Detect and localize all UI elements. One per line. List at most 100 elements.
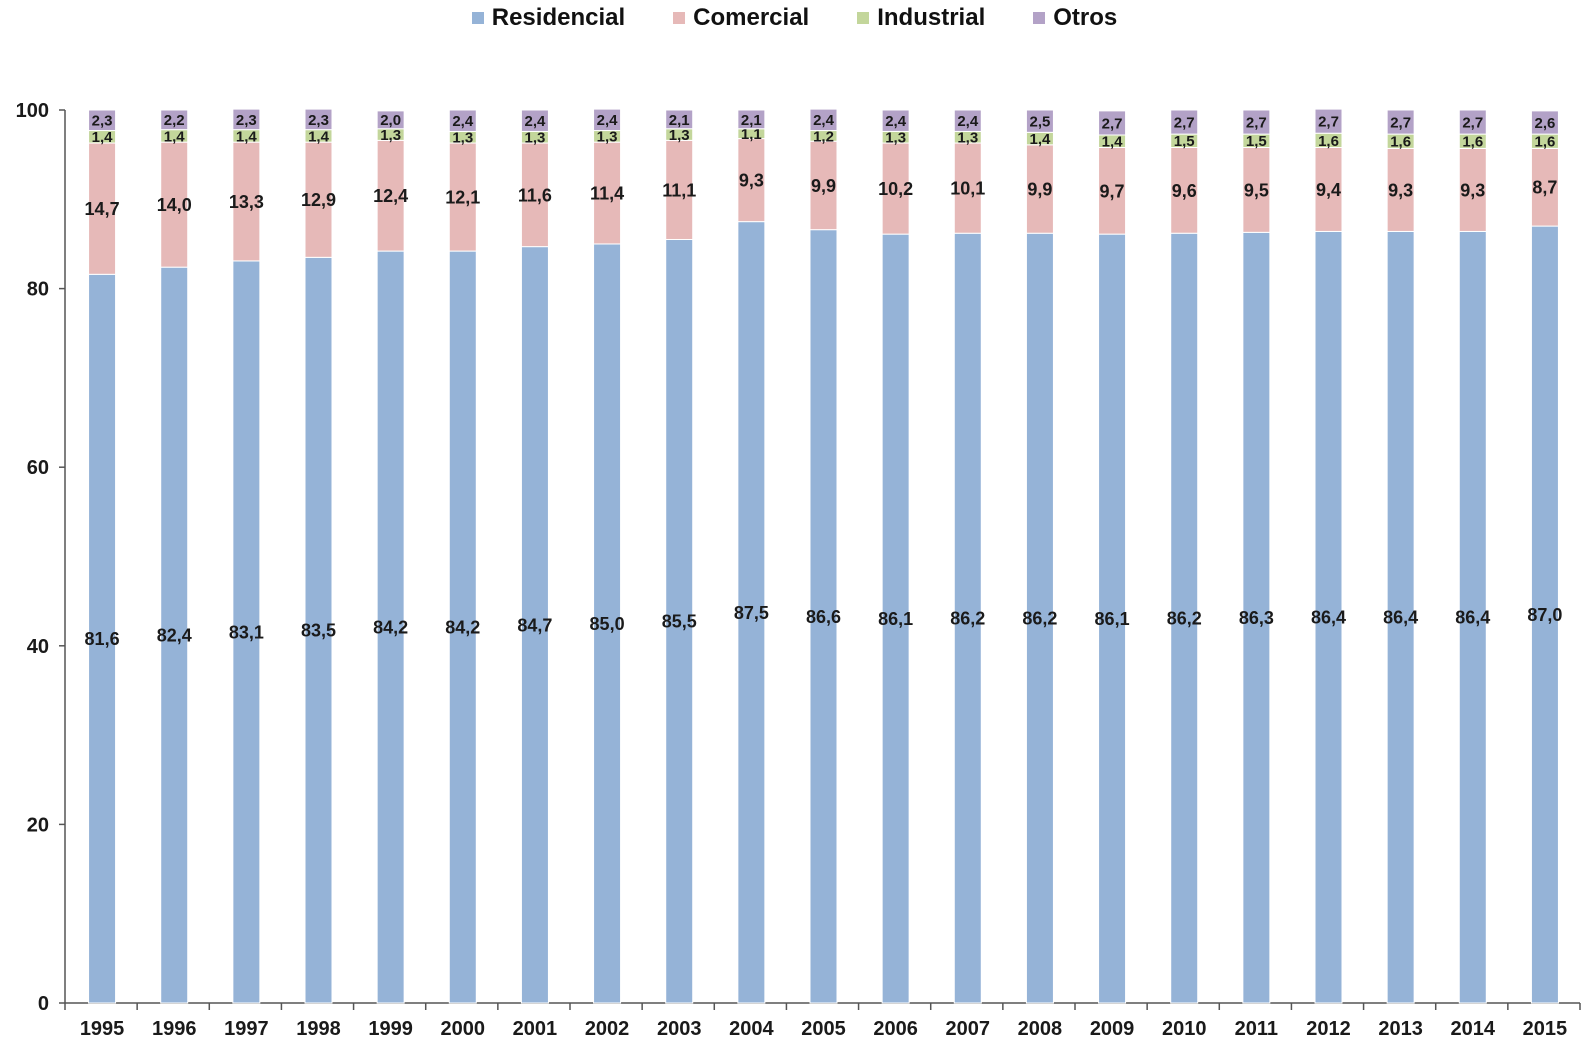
bar-comercial-2008 xyxy=(1025,144,1054,234)
bar-comercial-2010 xyxy=(1170,147,1199,234)
y-tick-label: 80 xyxy=(27,279,49,301)
data-label-industrial-1999: 1,3 xyxy=(380,127,401,144)
bar-comercial-2014 xyxy=(1458,147,1487,232)
data-label-otros-2014: 2,7 xyxy=(1462,114,1483,131)
data-label-residencial-2011: 86,3 xyxy=(1239,608,1274,628)
data-label-comercial-2006: 10,2 xyxy=(878,179,913,199)
data-label-industrial-2008: 1,4 xyxy=(1029,131,1051,148)
x-tick-label: 2013 xyxy=(1378,1018,1423,1040)
legend-swatch-industrial xyxy=(857,12,870,24)
data-label-residencial-2009: 86,1 xyxy=(1095,609,1130,629)
bar-comercial-1999 xyxy=(376,139,405,252)
data-label-comercial-2007: 10,1 xyxy=(950,179,985,199)
data-label-otros-2011: 2,7 xyxy=(1246,114,1267,131)
bar-comercial-1996 xyxy=(160,141,189,268)
bar-comercial-2006 xyxy=(881,142,910,235)
x-tick-label: 2002 xyxy=(585,1018,630,1040)
bar-comercial-2015 xyxy=(1530,147,1559,227)
data-label-industrial-1998: 1,4 xyxy=(308,128,330,145)
data-label-otros-2009: 2,7 xyxy=(1102,115,1123,132)
data-label-residencial-2000: 84,2 xyxy=(445,618,480,638)
x-tick-label: 2014 xyxy=(1451,1018,1496,1040)
bar-otros-1997 xyxy=(232,108,261,131)
data-label-otros-2006: 2,4 xyxy=(885,113,907,130)
bar-comercial-2013 xyxy=(1386,147,1415,232)
x-tick-label: 2011 xyxy=(1235,1018,1278,1040)
bar-otros-1999 xyxy=(376,110,405,130)
data-label-otros-2007: 2,4 xyxy=(957,113,979,130)
bar-residencial-2014 xyxy=(1458,230,1487,1004)
legend-item-otros: Otros xyxy=(1033,4,1117,32)
bar-otros-2009 xyxy=(1098,110,1127,136)
bar-residencial-2015 xyxy=(1530,225,1559,1004)
bar-comercial-1997 xyxy=(232,141,261,262)
data-label-industrial-2009: 1,4 xyxy=(1102,134,1124,151)
y-tick-label: 20 xyxy=(27,814,49,836)
bar-otros-2011 xyxy=(1242,109,1271,135)
x-tick-label: 2009 xyxy=(1090,1018,1135,1040)
data-label-comercial-1999: 12,4 xyxy=(373,186,408,206)
y-tick-label: 0 xyxy=(38,993,49,1015)
y-tick-label: 60 xyxy=(27,457,49,479)
bar-residencial-2000 xyxy=(448,250,477,1004)
data-label-residencial-1995: 81,6 xyxy=(85,629,120,649)
data-label-otros-2010: 2,7 xyxy=(1174,114,1195,131)
data-label-comercial-1998: 12,9 xyxy=(301,190,336,210)
bar-otros-2010 xyxy=(1170,109,1199,135)
bar-residencial-2008 xyxy=(1025,232,1054,1004)
data-label-industrial-2013: 1,6 xyxy=(1390,134,1411,151)
x-tick-label: 2001 xyxy=(513,1018,558,1040)
data-label-comercial-2010: 9,6 xyxy=(1172,181,1197,201)
bar-comercial-2000 xyxy=(448,142,477,252)
bar-residencial-1996 xyxy=(160,266,189,1004)
data-label-residencial-2008: 86,2 xyxy=(1022,609,1057,629)
data-label-comercial-2013: 9,3 xyxy=(1388,180,1413,200)
data-label-comercial-2008: 9,9 xyxy=(1027,180,1052,200)
y-tick-label: 100 xyxy=(16,100,49,122)
bar-otros-1995 xyxy=(88,109,117,132)
data-label-otros-1997: 2,3 xyxy=(236,112,257,129)
data-label-industrial-2004: 1,1 xyxy=(741,126,762,143)
bar-residencial-1995 xyxy=(88,273,117,1004)
x-tick-label: 1995 xyxy=(80,1018,125,1040)
bar-comercial-2007 xyxy=(953,142,982,234)
data-label-comercial-2011: 9,5 xyxy=(1244,180,1269,200)
data-label-industrial-2014: 1,6 xyxy=(1462,134,1483,151)
data-label-residencial-2003: 85,5 xyxy=(662,612,697,632)
data-label-industrial-2006: 1,3 xyxy=(885,130,906,147)
data-label-residencial-1997: 83,1 xyxy=(229,622,264,642)
legend-label-otros: Otros xyxy=(1053,4,1118,31)
data-label-otros-1999: 2,0 xyxy=(380,112,401,129)
bar-otros-2007 xyxy=(953,109,982,132)
x-tick-label: 2008 xyxy=(1018,1018,1063,1040)
data-label-otros-2001: 2,4 xyxy=(524,113,546,130)
data-label-otros-2008: 2,5 xyxy=(1029,114,1050,131)
x-tick-label: 2004 xyxy=(729,1018,774,1040)
data-label-comercial-1997: 13,3 xyxy=(229,192,264,212)
data-label-industrial-2003: 1,3 xyxy=(669,127,690,144)
data-label-industrial-2002: 1,3 xyxy=(597,129,618,146)
data-label-comercial-2012: 9,4 xyxy=(1316,180,1341,200)
data-label-comercial-2000: 12,1 xyxy=(445,188,480,208)
bar-residencial-2009 xyxy=(1098,233,1127,1004)
data-label-comercial-2002: 11,4 xyxy=(590,184,624,204)
data-label-industrial-2001: 1,3 xyxy=(524,130,545,147)
data-label-otros-1998: 2,3 xyxy=(308,112,329,129)
legend-label-industrial: Industrial xyxy=(877,4,986,31)
bar-otros-2014 xyxy=(1458,109,1487,135)
data-label-residencial-2006: 86,1 xyxy=(878,609,913,629)
data-label-comercial-2014: 9,3 xyxy=(1460,180,1485,200)
bar-otros-2006 xyxy=(881,109,910,132)
bar-residencial-2005 xyxy=(809,229,838,1004)
data-label-comercial-2015: 8,7 xyxy=(1532,178,1557,198)
bar-otros-2003 xyxy=(665,109,694,130)
data-label-residencial-2015: 87,0 xyxy=(1527,605,1562,625)
x-tick-label: 1998 xyxy=(296,1018,341,1040)
data-label-industrial-2010: 1,5 xyxy=(1174,133,1195,150)
bar-otros-2013 xyxy=(1386,109,1415,135)
data-label-comercial-2009: 9,7 xyxy=(1100,181,1125,201)
data-label-otros-2000: 2,4 xyxy=(452,113,474,130)
bar-otros-1996 xyxy=(160,109,189,131)
legend-item-comercial: Comercial xyxy=(673,4,809,32)
